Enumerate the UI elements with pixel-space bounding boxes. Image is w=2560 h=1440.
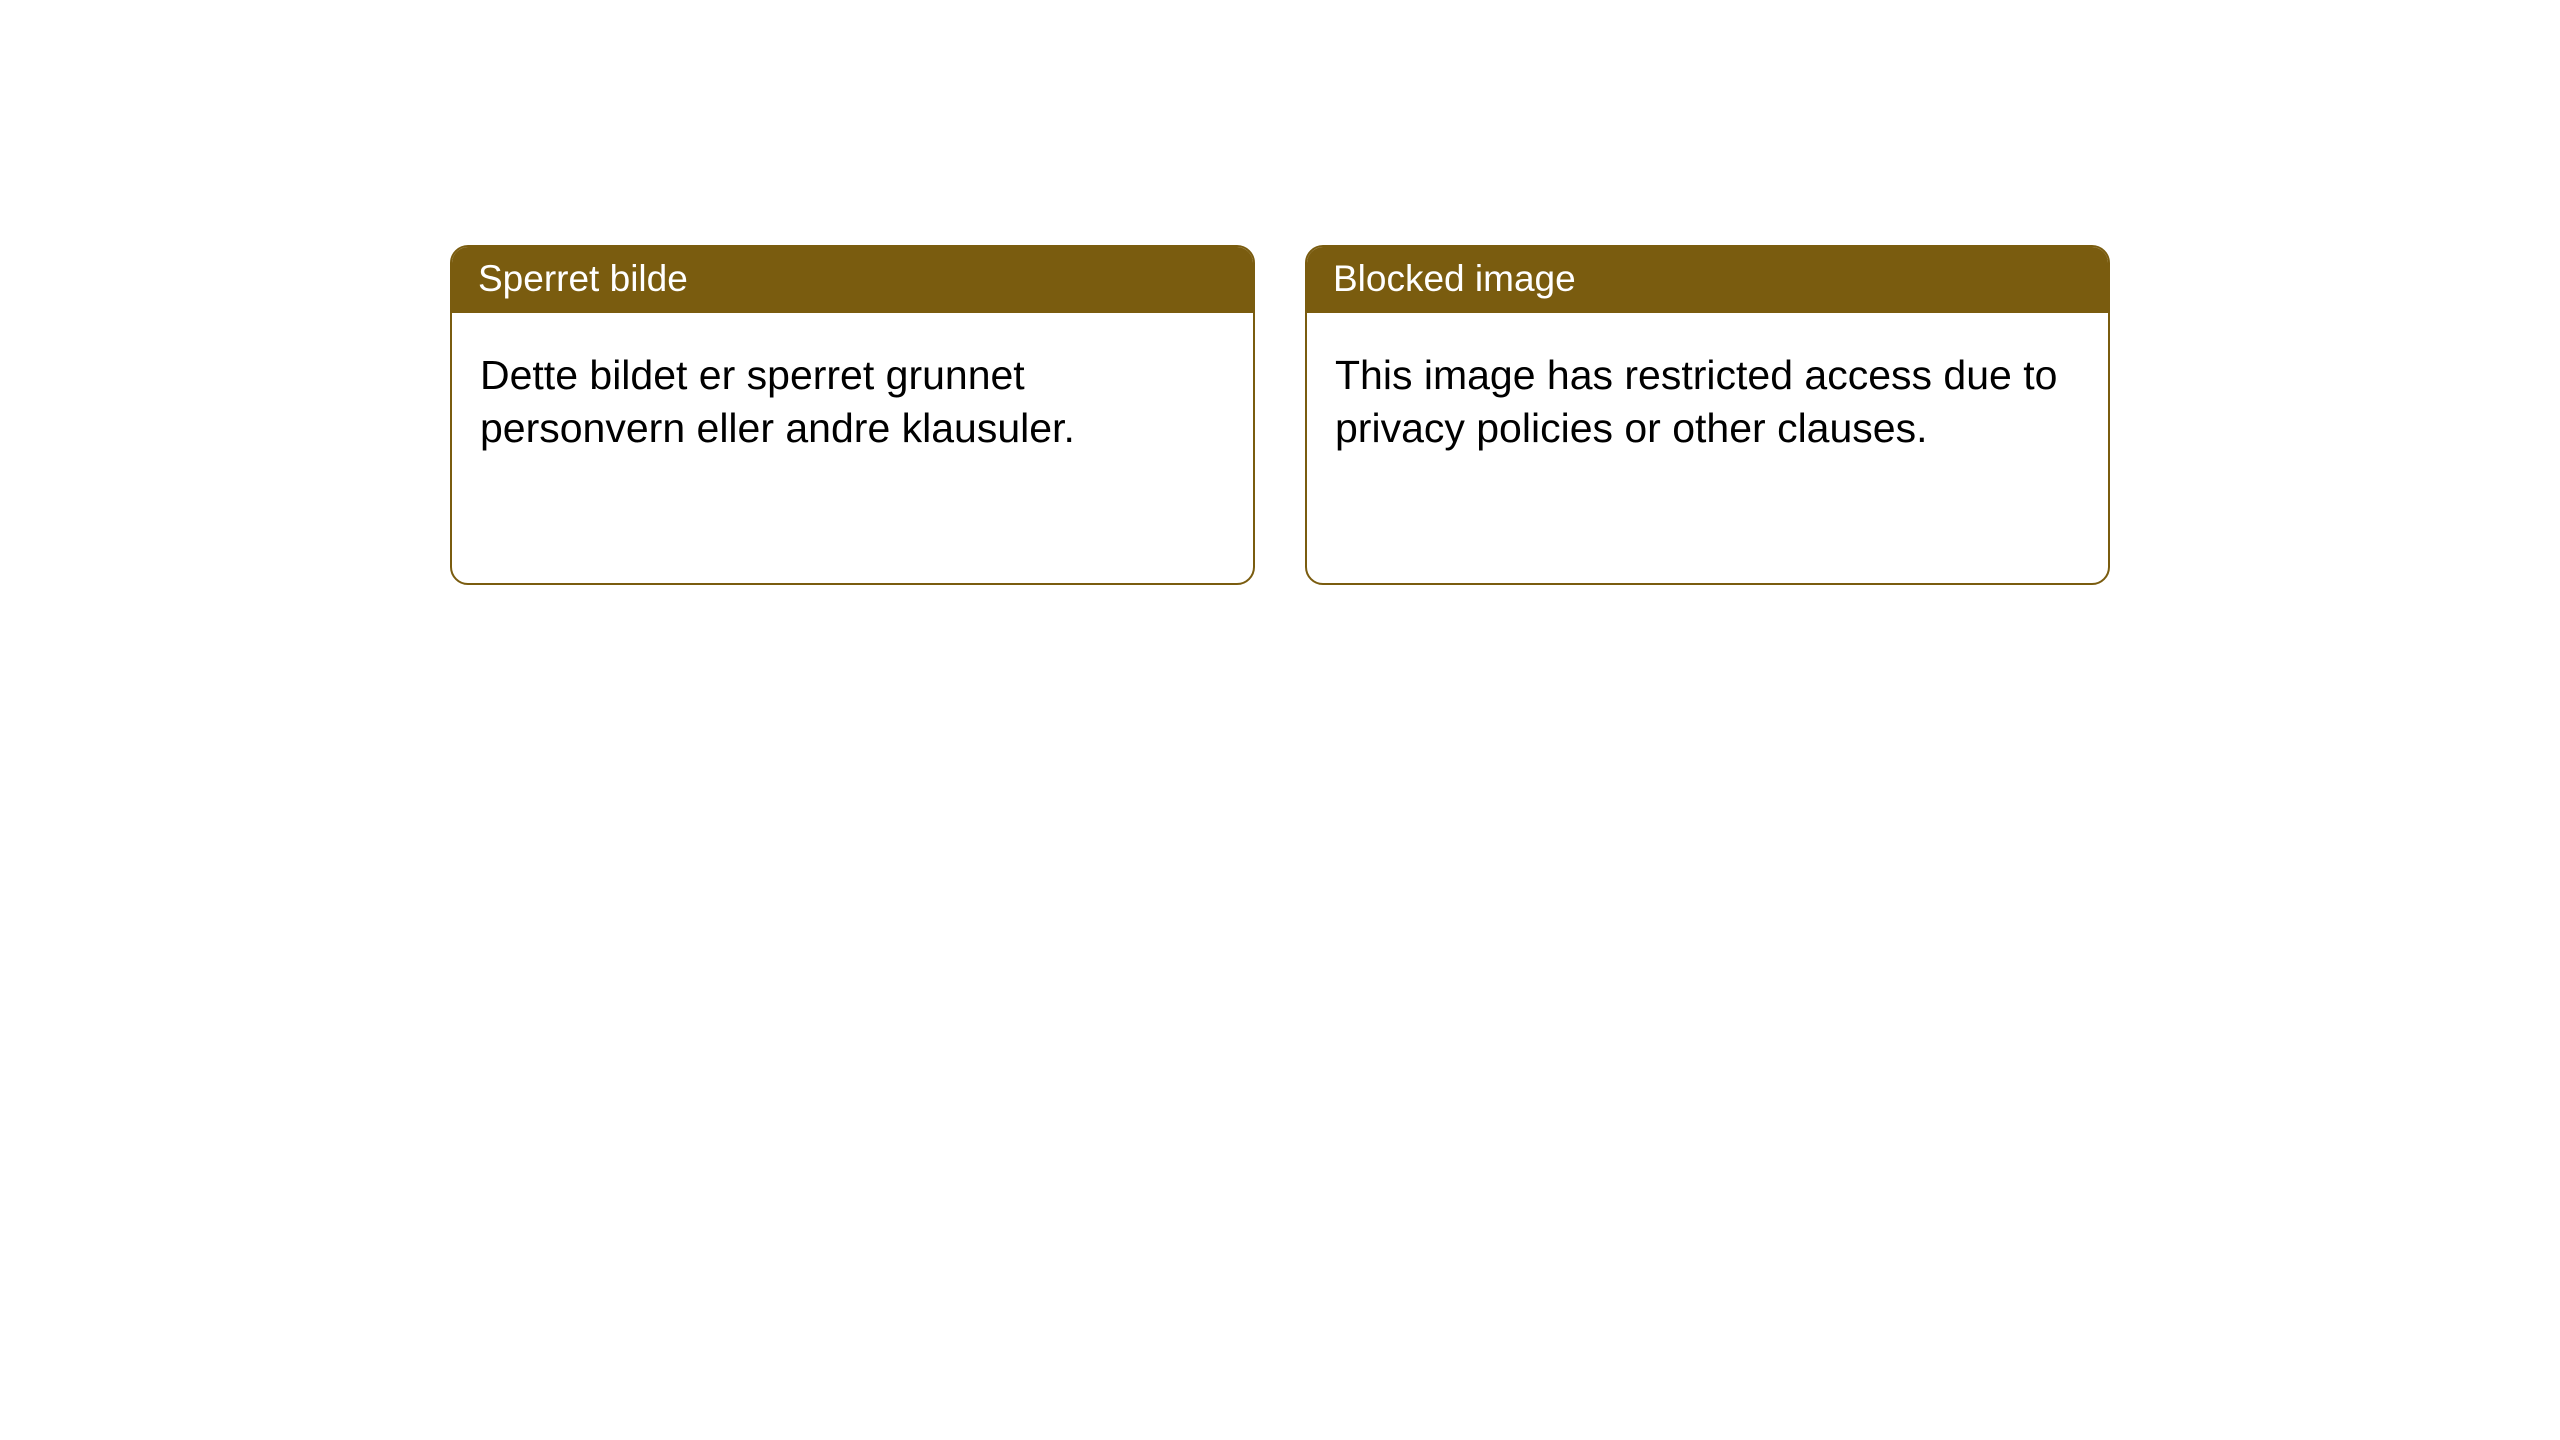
- notice-body-norwegian-wrap: Dette bildet er sperret grunnet personve…: [452, 313, 1253, 583]
- notice-card-english: Blocked image This image has restricted …: [1305, 245, 2110, 585]
- notice-title-english: Blocked image: [1307, 247, 2108, 313]
- notice-title-norwegian: Sperret bilde: [452, 247, 1253, 313]
- notice-text-english: This image has restricted access due to …: [1335, 349, 2080, 454]
- notice-body-english-wrap: This image has restricted access due to …: [1307, 313, 2108, 583]
- notice-container: Sperret bilde Dette bildet er sperret gr…: [0, 0, 2560, 585]
- notice-text-norwegian: Dette bildet er sperret grunnet personve…: [480, 349, 1225, 454]
- notice-card-norwegian: Sperret bilde Dette bildet er sperret gr…: [450, 245, 1255, 585]
